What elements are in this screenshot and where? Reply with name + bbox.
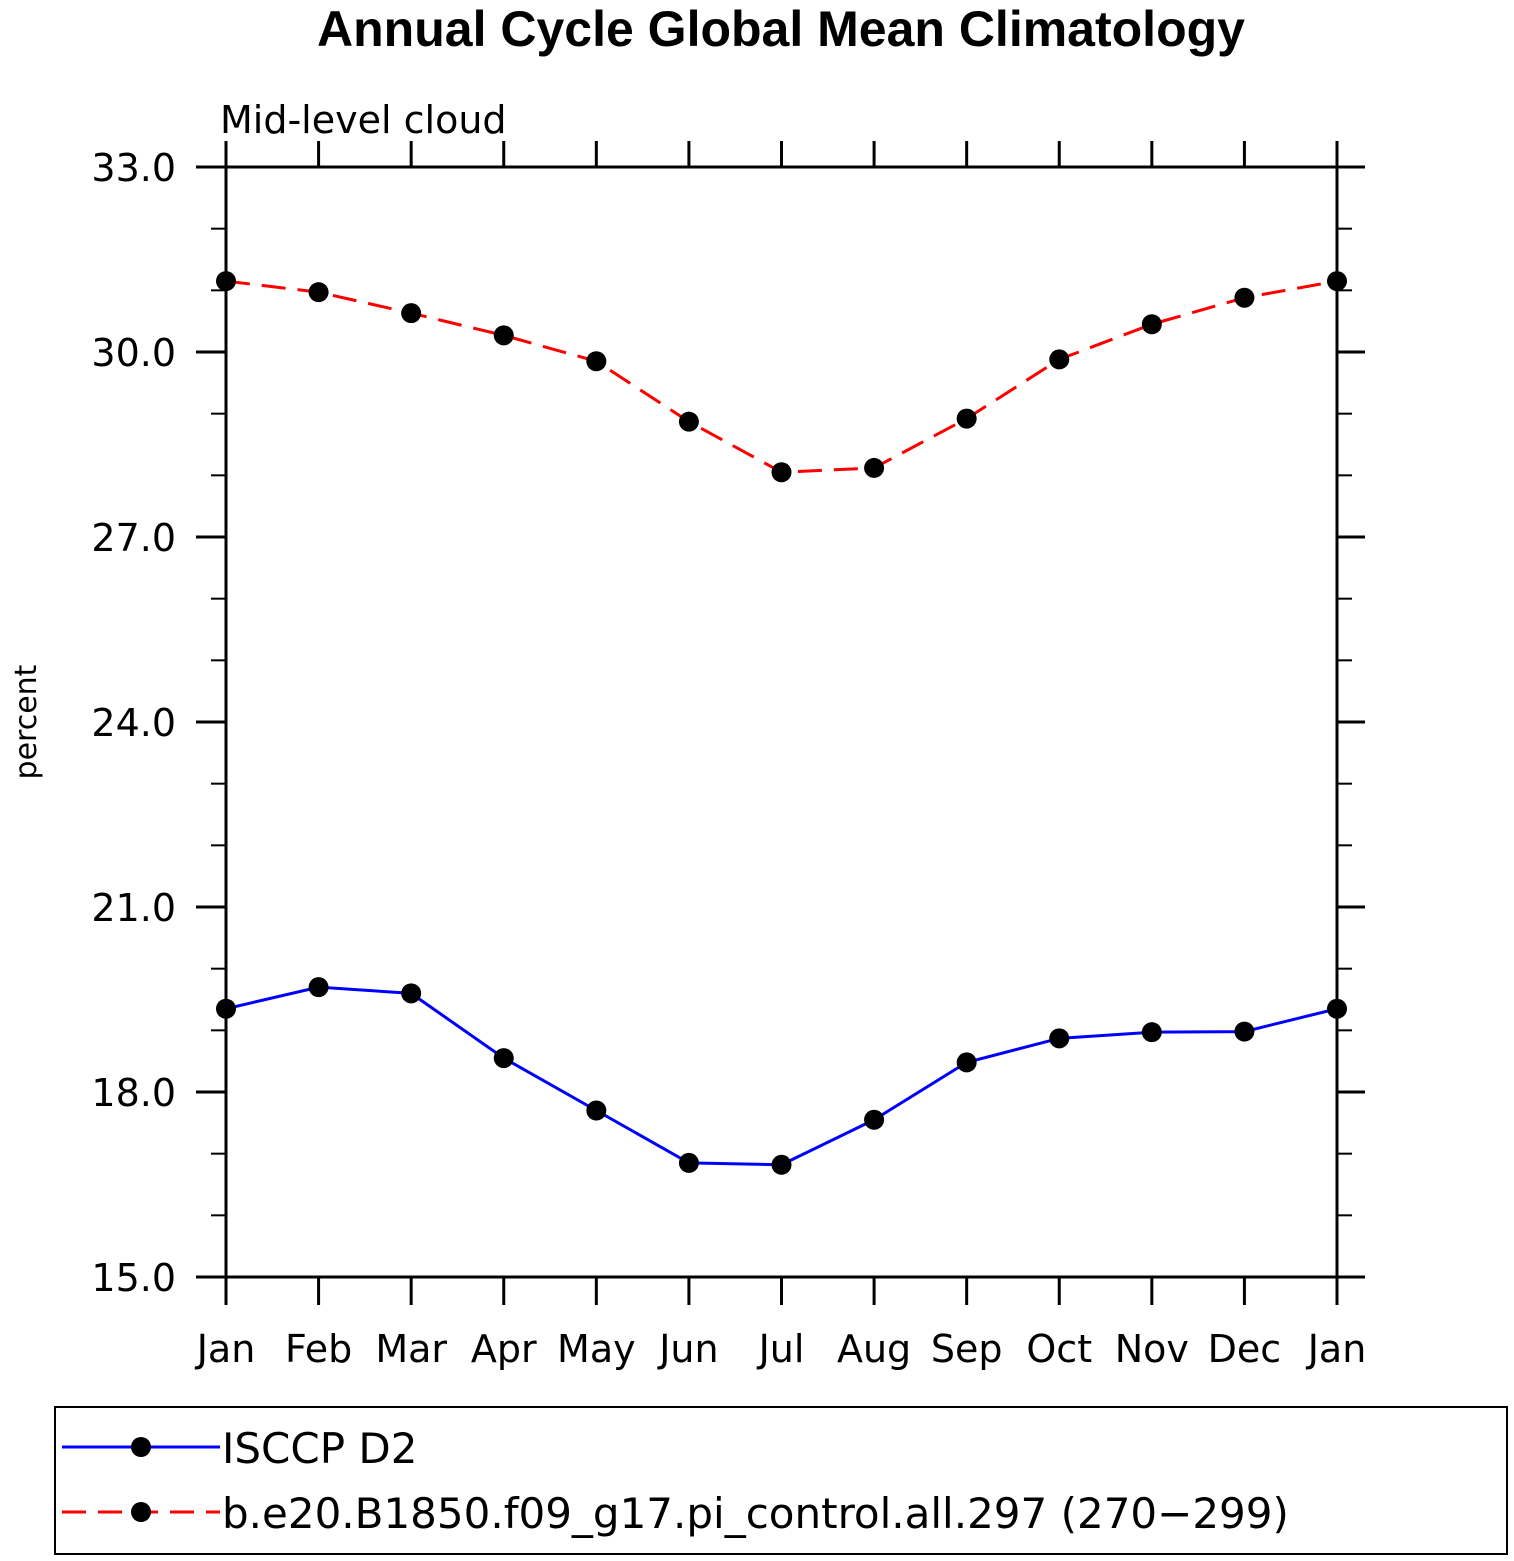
data-point bbox=[493, 325, 514, 346]
data-point bbox=[493, 1048, 514, 1069]
data-point bbox=[1327, 998, 1347, 1019]
series-line-2 bbox=[225, 279, 1338, 474]
x-tick-label: Nov bbox=[1115, 1327, 1189, 1371]
y-tick-label: 15.0 bbox=[91, 1256, 176, 1300]
x-tick-label: Jan bbox=[195, 1327, 256, 1371]
data-point bbox=[771, 462, 792, 483]
x-tick-label: Sep bbox=[931, 1327, 1003, 1371]
data-point bbox=[864, 1109, 885, 1130]
chart-title: Annual Cycle Global Mean Climatology bbox=[317, 1, 1245, 57]
data-point bbox=[1234, 1021, 1255, 1042]
data-point bbox=[1141, 1022, 1162, 1043]
y-tick-label: 33.0 bbox=[91, 146, 176, 190]
plot-frame bbox=[224, 165, 1339, 1279]
data-point bbox=[1234, 287, 1255, 308]
y-tick-labels: 15.0 18.0 21.0 24.0 27.0 30.0 33.0 bbox=[91, 146, 176, 1300]
data-point bbox=[1327, 271, 1347, 292]
y-tick-label: 21.0 bbox=[91, 886, 176, 930]
x-tick-label: Mar bbox=[375, 1327, 447, 1371]
axis-ticks bbox=[196, 141, 1365, 1305]
data-point bbox=[216, 271, 236, 292]
legend-marker-1 bbox=[131, 1437, 151, 1457]
data-point bbox=[401, 303, 422, 324]
data-point bbox=[308, 282, 329, 303]
x-tick-label: Dec bbox=[1208, 1327, 1282, 1371]
x-tick-label: Aug bbox=[837, 1327, 911, 1371]
chart-subtitle: Mid-level cloud bbox=[220, 98, 507, 142]
data-point bbox=[864, 457, 885, 478]
x-tick-label: Jun bbox=[657, 1327, 718, 1371]
data-point bbox=[678, 411, 699, 432]
data-point bbox=[586, 351, 607, 372]
data-point bbox=[1049, 349, 1070, 370]
data-point bbox=[1049, 1028, 1070, 1049]
legend: ISCCP D2 b.e20.B1850.f09_g17.pi_control.a… bbox=[62, 1424, 1289, 1538]
x-tick-label: Apr bbox=[471, 1327, 537, 1371]
y-tick-label: 27.0 bbox=[91, 516, 176, 560]
legend-box bbox=[54, 1406, 1508, 1555]
legend-marker-2 bbox=[131, 1502, 151, 1522]
data-point bbox=[308, 977, 329, 998]
data-point bbox=[216, 998, 236, 1019]
x-tick-label: Oct bbox=[1026, 1327, 1092, 1371]
y-tick-label: 30.0 bbox=[91, 331, 176, 375]
x-tick-label: Jan bbox=[1306, 1327, 1367, 1371]
series-layer bbox=[216, 271, 1347, 1175]
x-tick-labels: Jan Feb Mar Apr May Jun Jul Aug Sep Oct Nov Dec Jan bbox=[195, 1327, 1367, 1371]
x-tick-label: Feb bbox=[285, 1327, 352, 1371]
series-line-1 bbox=[225, 985, 1338, 1167]
x-tick-label: May bbox=[557, 1327, 636, 1371]
legend-label-1: ISCCP D2 bbox=[222, 1424, 417, 1473]
y-tick-label: 24.0 bbox=[91, 701, 176, 745]
data-point bbox=[401, 983, 422, 1004]
data-point bbox=[1141, 314, 1162, 335]
data-point bbox=[771, 1154, 792, 1175]
y-tick-label: 18.0 bbox=[91, 1071, 176, 1115]
data-point bbox=[678, 1152, 699, 1173]
data-point bbox=[956, 1052, 977, 1073]
y-axis-label: percent bbox=[9, 664, 44, 779]
x-tick-label: Jul bbox=[757, 1327, 805, 1371]
legend-label-2: b.e20.B1850.f09_g17.pi_control.all.297 (… bbox=[222, 1489, 1289, 1538]
data-point bbox=[586, 1100, 607, 1121]
data-point bbox=[956, 408, 977, 429]
